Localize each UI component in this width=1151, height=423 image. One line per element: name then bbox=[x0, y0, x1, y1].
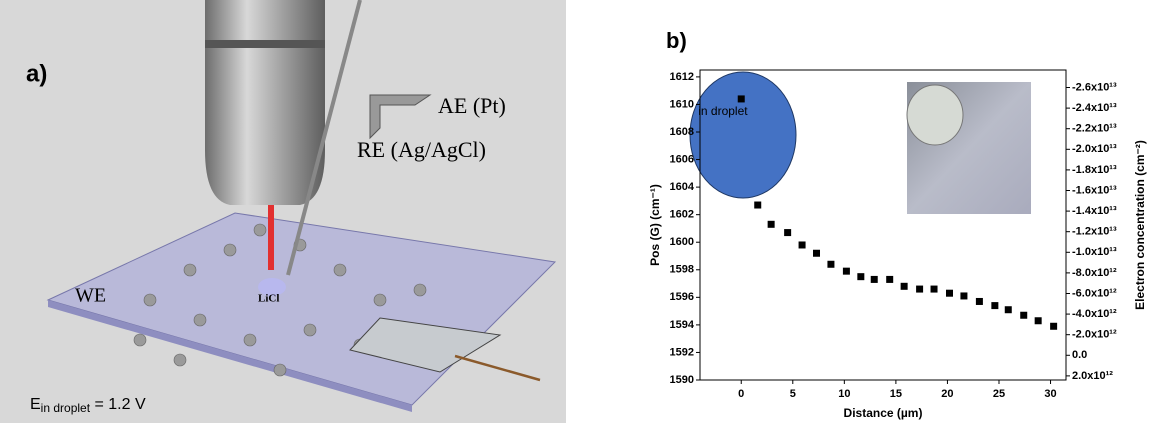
point bbox=[799, 241, 806, 248]
point bbox=[784, 229, 791, 236]
point bbox=[946, 290, 953, 297]
schematic: a) AE (Pt) RE (Ag/AgCl) WE LiCl Ein drop… bbox=[0, 0, 566, 423]
droplet-circle bbox=[690, 72, 796, 198]
potential-symbol: E bbox=[30, 396, 41, 413]
point bbox=[738, 95, 745, 102]
point bbox=[991, 302, 998, 309]
x-tick-label: 25 bbox=[993, 388, 1005, 400]
point bbox=[857, 273, 864, 280]
x-tick-label: 30 bbox=[1044, 388, 1056, 400]
y2-tick-label: -4.0x10¹² bbox=[1072, 308, 1117, 320]
y-tick-label: 1602 bbox=[670, 209, 694, 221]
we-label: WE bbox=[75, 285, 106, 307]
y2-tick-label: -2.2x10¹³ bbox=[1072, 123, 1117, 135]
y-tick-label: 1606 bbox=[670, 153, 694, 165]
re-label: RE (Ag/AgCl) bbox=[357, 137, 486, 162]
y2-tick-label: -1.2x10¹³ bbox=[1072, 226, 1117, 238]
chart: b) 1590 1592 1594 1596 1598 1600 1602 1604 1606 1… bbox=[648, 28, 1147, 420]
droplet-label: LiCl bbox=[258, 293, 279, 305]
x-tick-label: 10 bbox=[838, 388, 850, 400]
y2-tick-label: -2.0x10¹² bbox=[1072, 329, 1117, 341]
x-tick-label: 15 bbox=[890, 388, 902, 400]
y-tick-label: 1604 bbox=[670, 181, 695, 193]
y-tick-label: 1594 bbox=[670, 319, 695, 331]
point bbox=[1035, 317, 1042, 324]
x-axis-title: Distance (µm) bbox=[844, 406, 923, 420]
panel-label: b) bbox=[666, 28, 687, 53]
y2-tick-label: -8.0x10¹² bbox=[1072, 267, 1117, 279]
y2-tick-label: -1.4x10¹³ bbox=[1072, 205, 1117, 217]
y-tick-label: 1590 bbox=[670, 374, 694, 386]
y-tick-label: 1612 bbox=[670, 71, 694, 83]
point bbox=[1050, 323, 1057, 330]
y-tick-label: 1592 bbox=[670, 346, 694, 358]
y2-tick-label: -2.6x10¹³ bbox=[1072, 81, 1117, 93]
point bbox=[960, 292, 967, 299]
y-tick-label: 1600 bbox=[670, 236, 694, 248]
panel-label: a) bbox=[26, 60, 47, 87]
point bbox=[1020, 312, 1027, 319]
point-label: in droplet bbox=[698, 104, 748, 118]
point bbox=[886, 276, 893, 283]
potential-rest: = 1.2 V bbox=[90, 396, 146, 413]
potential-subscript: in droplet bbox=[41, 401, 91, 415]
y2-tick-label: -2.4x10¹³ bbox=[1072, 102, 1117, 114]
point bbox=[916, 286, 923, 293]
point bbox=[768, 221, 775, 228]
y2-axis-title: Electron concentration (cm⁻²) bbox=[1133, 140, 1147, 310]
point bbox=[843, 268, 850, 275]
y2-tick-label: -1.0x10¹³ bbox=[1072, 246, 1117, 258]
laser bbox=[268, 205, 274, 270]
y2-tick-label: 0.0 bbox=[1072, 349, 1087, 361]
inset-droplet bbox=[907, 85, 963, 145]
x-tick-label: 5 bbox=[790, 388, 796, 400]
y-tick-label: 1596 bbox=[670, 291, 694, 303]
point bbox=[813, 250, 820, 257]
y2-tick-label: -2.0x10¹³ bbox=[1072, 143, 1117, 155]
point bbox=[754, 202, 761, 209]
x-tick-label: 20 bbox=[941, 388, 953, 400]
objective-ring bbox=[205, 40, 325, 48]
y-tick-label: 1608 bbox=[670, 126, 694, 138]
point bbox=[976, 298, 983, 305]
point bbox=[1005, 306, 1012, 313]
y-tick-label: 1598 bbox=[670, 264, 694, 276]
page: {"schematic": {"panel_label": "a)", "ae_… bbox=[0, 0, 1151, 423]
x-tick-label: 0 bbox=[738, 388, 744, 400]
y2-tick-label: 2.0x10¹² bbox=[1072, 370, 1113, 382]
figure: a) AE (Pt) RE (Ag/AgCl) WE LiCl Ein drop… bbox=[0, 0, 1151, 423]
point bbox=[901, 283, 908, 290]
objective bbox=[205, 0, 325, 205]
point bbox=[931, 286, 938, 293]
y-axis-title: Pos (G) (cm⁻¹) bbox=[648, 184, 662, 266]
point bbox=[827, 261, 834, 268]
y2-tick-label: -1.8x10¹³ bbox=[1072, 164, 1117, 176]
point bbox=[871, 276, 878, 283]
y2-tick-label: -6.0x10¹² bbox=[1072, 287, 1117, 299]
y2-tick-label: -1.6x10¹³ bbox=[1072, 184, 1117, 196]
ae-label: AE (Pt) bbox=[438, 93, 506, 118]
y-tick-label: 1610 bbox=[670, 98, 694, 110]
